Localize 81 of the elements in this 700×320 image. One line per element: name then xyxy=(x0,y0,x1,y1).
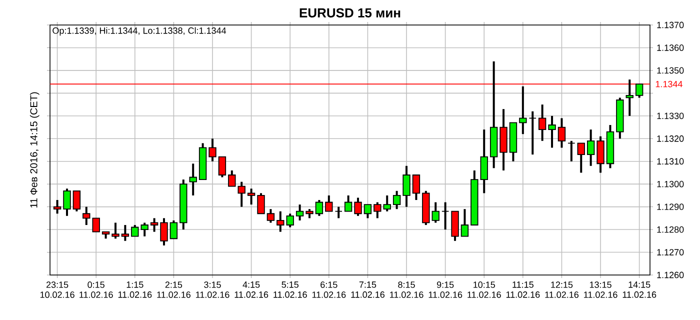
candlestick xyxy=(596,135,604,174)
y-tick-label: 1.1350 xyxy=(657,67,684,74)
candlestick xyxy=(558,117,566,149)
x-tick-label: 0:15 11.02.16 xyxy=(80,282,113,298)
candlestick xyxy=(392,190,401,210)
candlestick xyxy=(228,169,236,188)
candlestick xyxy=(238,180,246,208)
annotation: Op:1.1339, Hi:1.1344, Lo:1.1338, Cl:1.1344 xyxy=(52,27,226,36)
candlestick xyxy=(441,201,450,231)
candlestick xyxy=(344,194,352,212)
candlestick xyxy=(568,140,576,162)
candlestick xyxy=(247,188,256,206)
y-tick-label: 1.1310 xyxy=(657,158,684,165)
y-tick-label: 1.1360 xyxy=(657,44,684,51)
candlestick xyxy=(140,222,148,238)
candlestick xyxy=(383,194,391,212)
x-tick-label: 6:15 11.02.16 xyxy=(312,282,346,298)
y-tick-label: 1.1300 xyxy=(657,180,684,188)
x-tick-label: 10:15 11.02.16 xyxy=(468,282,501,298)
y-axis-title: 11 Фев 2016, 14:15 (CET) xyxy=(30,92,40,208)
candlestick xyxy=(131,224,139,238)
candlestick xyxy=(189,162,197,196)
x-tick-label: 8:15 11.02.16 xyxy=(390,282,424,298)
x-tick-label: 2:15 11.02.16 xyxy=(157,282,190,298)
candlestick xyxy=(586,128,595,167)
candlestick xyxy=(480,128,488,194)
candlestick xyxy=(72,190,81,212)
y-tick-label: 1.1270 xyxy=(657,249,684,256)
candlestick xyxy=(528,110,536,156)
candlestick xyxy=(218,156,226,178)
candlestick xyxy=(208,138,216,162)
candlestick xyxy=(63,188,71,217)
y-tick-label: 1.1330 xyxy=(657,112,684,120)
candlestick xyxy=(296,204,304,222)
candlestick xyxy=(53,198,62,215)
candlestick xyxy=(364,204,372,220)
candlestick xyxy=(276,210,284,233)
x-tick-label: 23:15 10.02.16 xyxy=(40,282,74,298)
candlestick xyxy=(412,174,420,201)
candlestick xyxy=(538,104,546,142)
candlestick xyxy=(257,192,265,215)
x-tick-label: 1:15 11.02.16 xyxy=(118,282,152,298)
ref-line-label: 1.1344 xyxy=(656,80,682,88)
x-tick-label: 14:15 11.02.16 xyxy=(622,282,656,298)
candlestick xyxy=(635,83,644,99)
x-tick-label: 4:15 11.02.16 xyxy=(234,282,268,298)
candlestick xyxy=(334,206,342,220)
candlestick xyxy=(315,198,324,217)
candlestick xyxy=(354,196,362,217)
candlestick xyxy=(286,212,294,228)
candlestick xyxy=(460,208,469,238)
x-tick-label: 9:15 11.02.16 xyxy=(428,282,462,298)
x-tick-label: 3:15 11.02.16 xyxy=(196,282,230,298)
y-tick-label: 1.1370 xyxy=(657,22,684,28)
y-tick-label: 1.1280 xyxy=(657,226,684,233)
candlestick xyxy=(626,78,634,117)
chart-title: EURUSD 15 мин xyxy=(300,8,400,18)
candlestick xyxy=(432,201,440,224)
candlestick xyxy=(266,208,275,224)
candlestick xyxy=(325,194,333,212)
candlestick xyxy=(374,201,382,220)
x-tick-label: 7:15 11.02.16 xyxy=(351,282,384,298)
candlestick xyxy=(121,224,130,242)
candlestick xyxy=(306,208,314,220)
candlestick xyxy=(577,142,585,174)
candlestick xyxy=(519,85,527,136)
candlestick xyxy=(170,219,178,240)
x-tick-label: 13:15 11.02.16 xyxy=(584,282,618,298)
x-tick-label: 12:15 11.02.16 xyxy=(545,282,579,298)
y-tick-label: 1.1320 xyxy=(657,135,684,142)
x-tick-label: 5:15 11.02.16 xyxy=(274,282,307,298)
candlestick xyxy=(548,114,556,149)
candlestick xyxy=(82,206,90,226)
candlestick xyxy=(150,217,158,233)
candlestick xyxy=(402,164,410,208)
y-tick-label: 1.1260 xyxy=(657,272,684,278)
x-tick-label: 11:15 11.02.16 xyxy=(506,282,540,298)
candlestick xyxy=(112,222,120,240)
candlestick xyxy=(160,217,168,246)
candlestick xyxy=(92,218,100,232)
y-tick-label: 1.1290 xyxy=(657,204,684,210)
